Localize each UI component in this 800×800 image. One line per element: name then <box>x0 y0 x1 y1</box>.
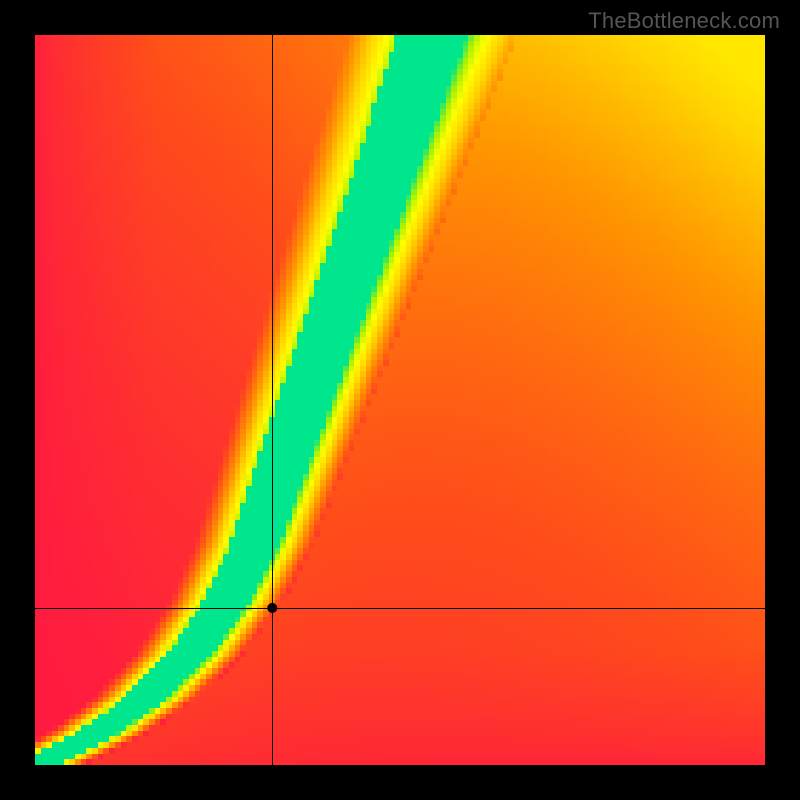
chart-container: TheBottleneck.com <box>0 0 800 800</box>
watermark-text: TheBottleneck.com <box>588 8 780 34</box>
heatmap-plot <box>0 0 800 800</box>
